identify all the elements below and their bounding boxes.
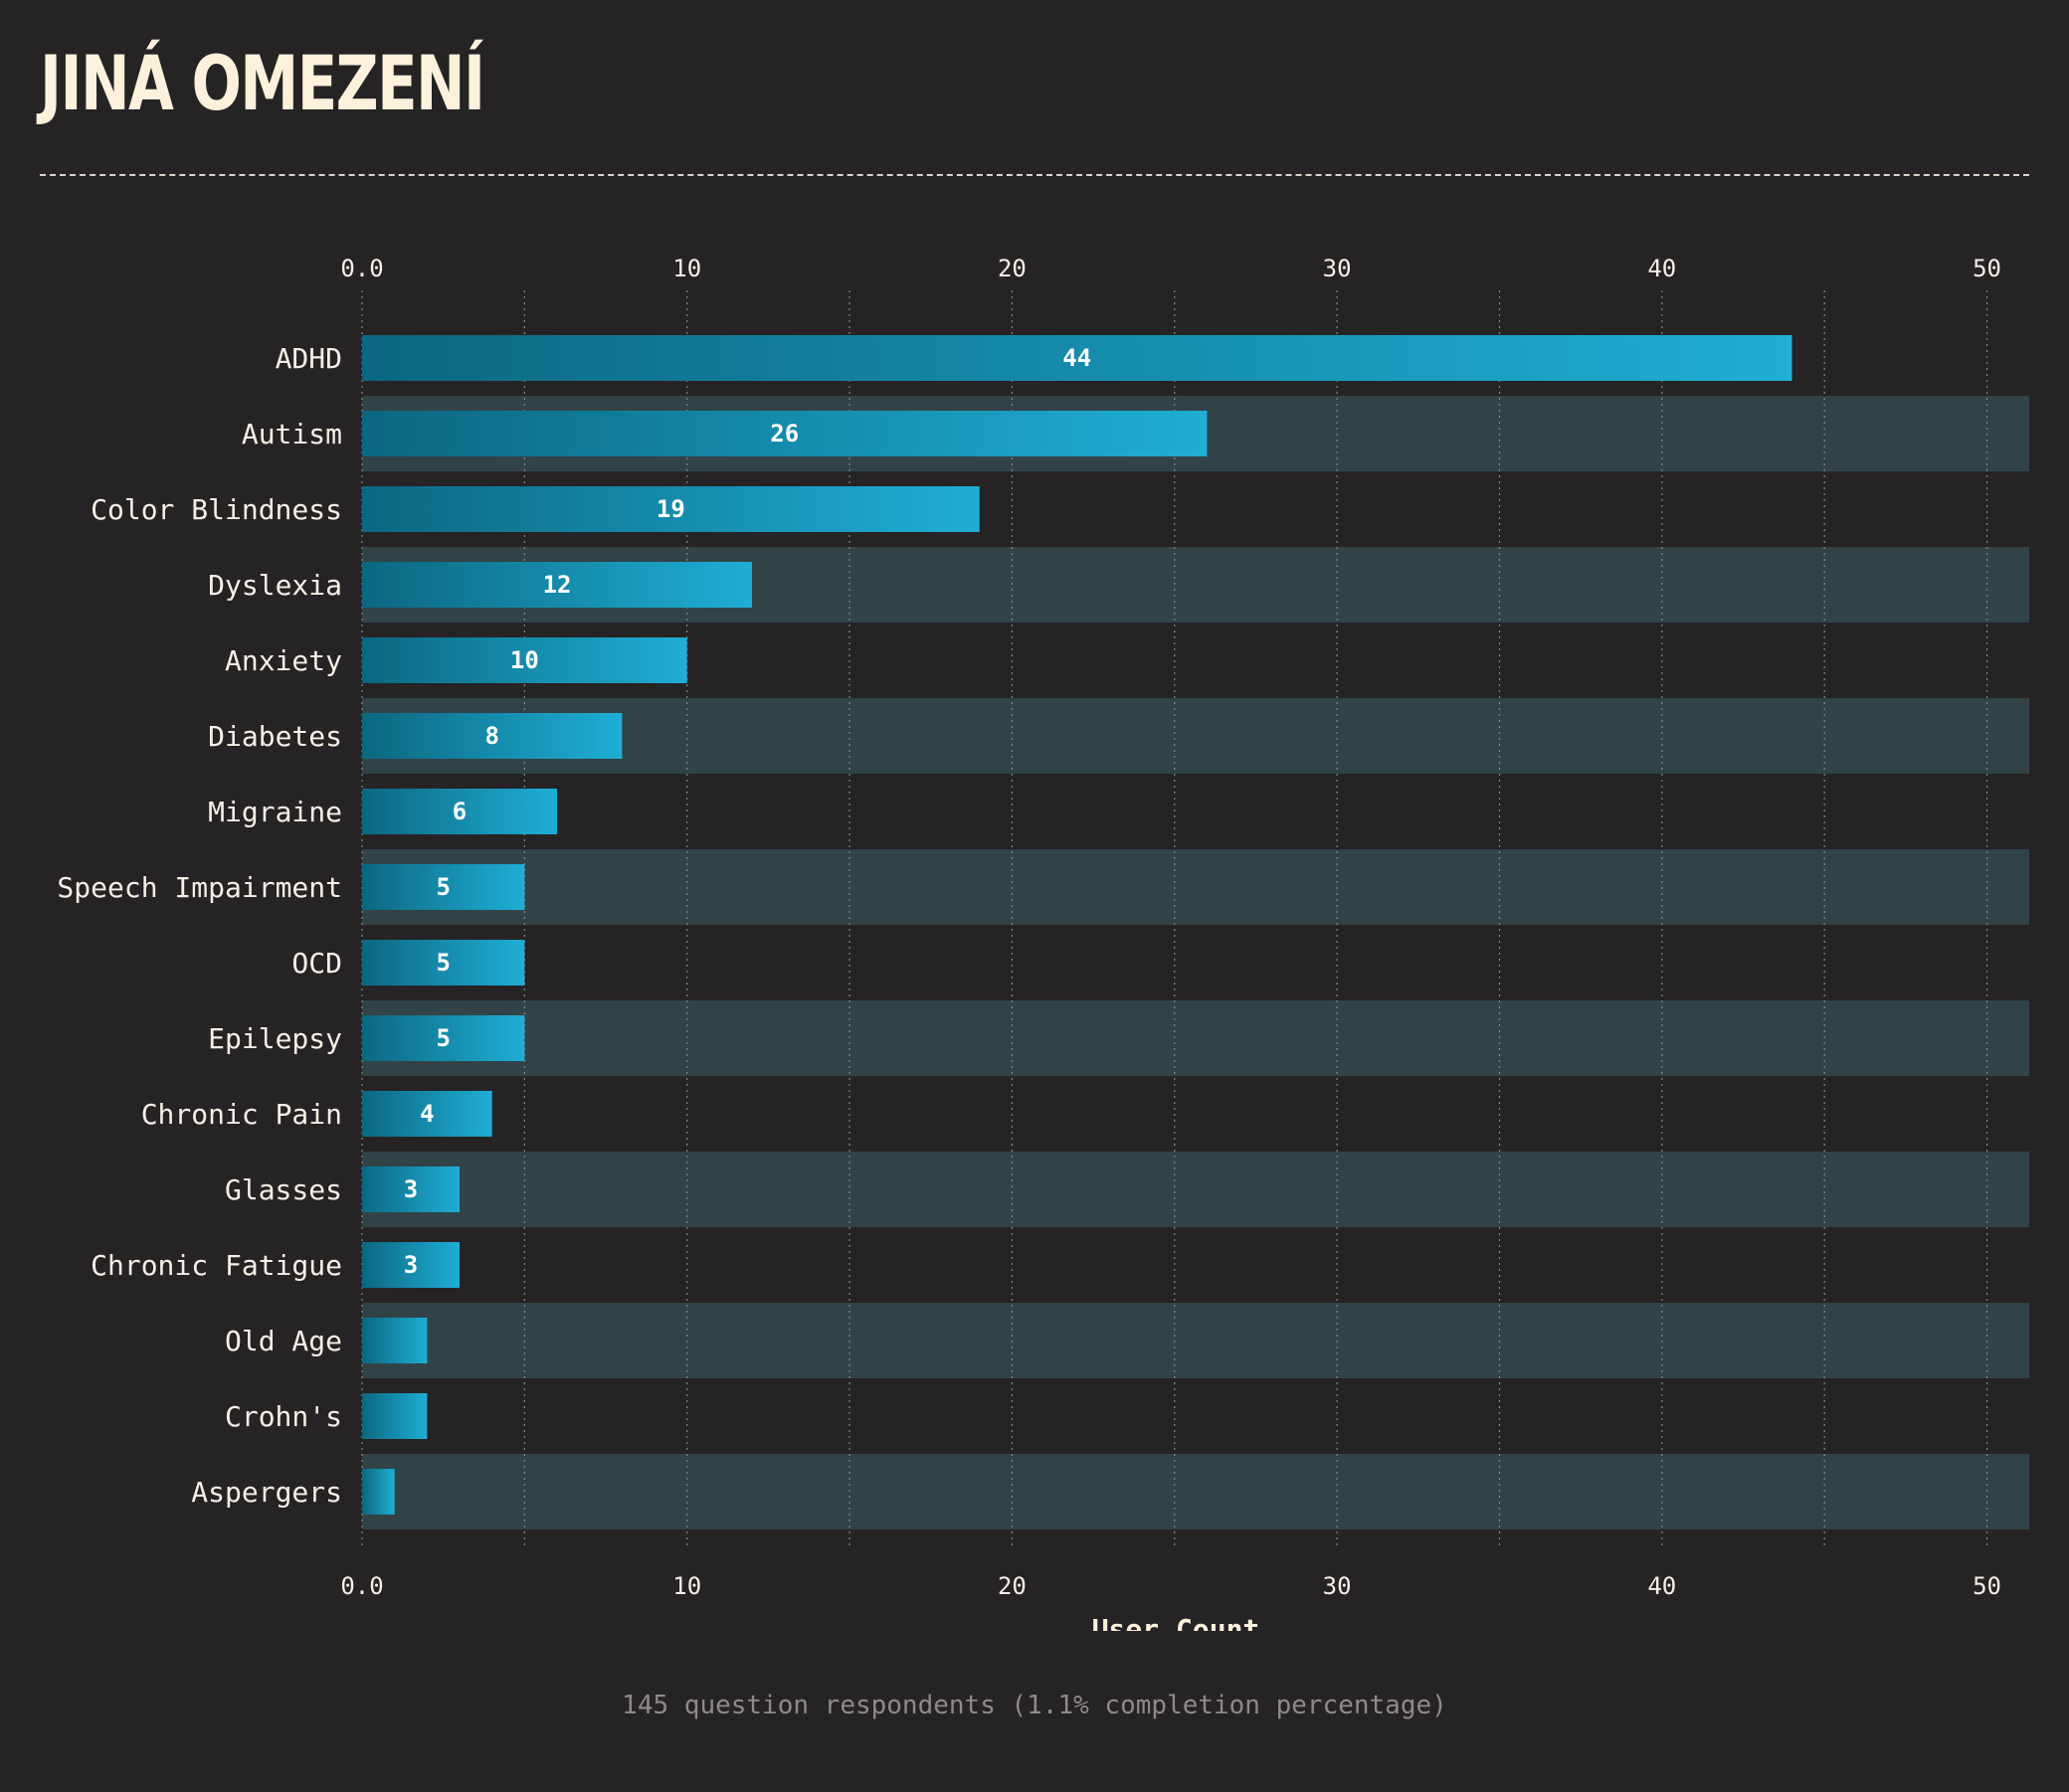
bar bbox=[362, 864, 525, 910]
category-label: Crohn's bbox=[225, 1400, 342, 1433]
row-bands bbox=[362, 396, 2029, 1529]
value-label: 12 bbox=[543, 571, 572, 599]
bar bbox=[362, 1242, 461, 1288]
category-label: Diabetes bbox=[208, 720, 342, 753]
row-band bbox=[362, 1152, 2029, 1227]
tick-label: 40 bbox=[1647, 1572, 1676, 1600]
row-band bbox=[362, 1000, 2029, 1076]
row-band bbox=[362, 849, 2029, 925]
category-label: Glasses bbox=[225, 1173, 342, 1206]
bar bbox=[362, 335, 1792, 381]
value-label: 8 bbox=[484, 722, 498, 750]
bar-chart: 44 26 19 12 10 8 6 5 5 5 4 3 3 ADHD Autism Color Blind… bbox=[57, 255, 2029, 1631]
bar bbox=[362, 411, 1208, 456]
bar bbox=[362, 562, 753, 608]
row-band bbox=[362, 1303, 2029, 1378]
value-label: 3 bbox=[404, 1175, 418, 1203]
bar bbox=[362, 1091, 492, 1137]
tick-label: 50 bbox=[1973, 1572, 2001, 1600]
tick-label: 10 bbox=[672, 255, 701, 282]
row-band bbox=[362, 1454, 2029, 1529]
value-label: 5 bbox=[436, 1024, 450, 1052]
bar bbox=[362, 637, 687, 683]
bottom-axis-ticks: 0.0 10 20 30 40 50 bbox=[340, 1572, 2001, 1600]
category-label: Anxiety bbox=[225, 644, 342, 677]
page-title: JINÁ OMEZENÍ bbox=[40, 39, 485, 127]
bar bbox=[362, 1393, 428, 1439]
value-label: 6 bbox=[453, 798, 467, 825]
tick-label: 30 bbox=[1323, 255, 1352, 282]
bar bbox=[362, 1318, 428, 1363]
value-label: 4 bbox=[420, 1100, 434, 1128]
bar bbox=[362, 1166, 461, 1212]
bar bbox=[362, 940, 525, 986]
bar bbox=[362, 486, 980, 532]
x-axis-title: User Count bbox=[1092, 1613, 1260, 1631]
category-label: Chronic Fatigue bbox=[91, 1249, 342, 1282]
top-axis-ticks: 0.0 10 20 30 40 50 bbox=[340, 255, 2001, 282]
value-label: 19 bbox=[657, 495, 685, 523]
category-label: Color Blindness bbox=[91, 493, 342, 526]
bar bbox=[362, 713, 623, 759]
tick-label: 40 bbox=[1647, 255, 1676, 282]
value-label: 26 bbox=[770, 420, 799, 448]
category-label: Speech Impairment bbox=[57, 871, 342, 904]
row-band bbox=[362, 698, 2029, 774]
tick-label: 0.0 bbox=[340, 255, 383, 282]
value-label: 5 bbox=[436, 873, 450, 901]
category-label: Autism bbox=[242, 418, 342, 450]
category-label: Old Age bbox=[225, 1325, 342, 1357]
value-label: 5 bbox=[436, 949, 450, 977]
tick-label: 20 bbox=[998, 255, 1027, 282]
category-label: Epilepsy bbox=[208, 1022, 342, 1055]
category-label: Dyslexia bbox=[208, 569, 342, 602]
bar bbox=[362, 1469, 395, 1515]
category-label: Chronic Pain bbox=[141, 1098, 342, 1131]
category-label: Migraine bbox=[208, 796, 342, 828]
bar bbox=[362, 1015, 525, 1061]
tick-label: 0.0 bbox=[340, 1572, 383, 1600]
tick-label: 20 bbox=[998, 1572, 1027, 1600]
bar bbox=[362, 789, 558, 834]
category-label: OCD bbox=[291, 947, 342, 980]
value-labels: 44 26 19 12 10 8 6 5 5 5 4 3 3 bbox=[404, 344, 1091, 1279]
category-labels: ADHD Autism Color Blindness Dyslexia Anxiety… bbox=[57, 342, 342, 1509]
bars bbox=[362, 335, 1792, 1515]
title-divider bbox=[40, 174, 2029, 176]
category-label: ADHD bbox=[276, 342, 342, 375]
category-label: Aspergers bbox=[191, 1476, 342, 1509]
tick-label: 50 bbox=[1973, 255, 2001, 282]
footer-note: 145 question respondents (1.1% completio… bbox=[622, 1691, 1447, 1720]
tick-label: 30 bbox=[1323, 1572, 1352, 1600]
value-label: 44 bbox=[1062, 344, 1091, 372]
value-label: 3 bbox=[404, 1251, 418, 1279]
value-label: 10 bbox=[510, 646, 539, 674]
tick-label: 10 bbox=[672, 1572, 701, 1600]
